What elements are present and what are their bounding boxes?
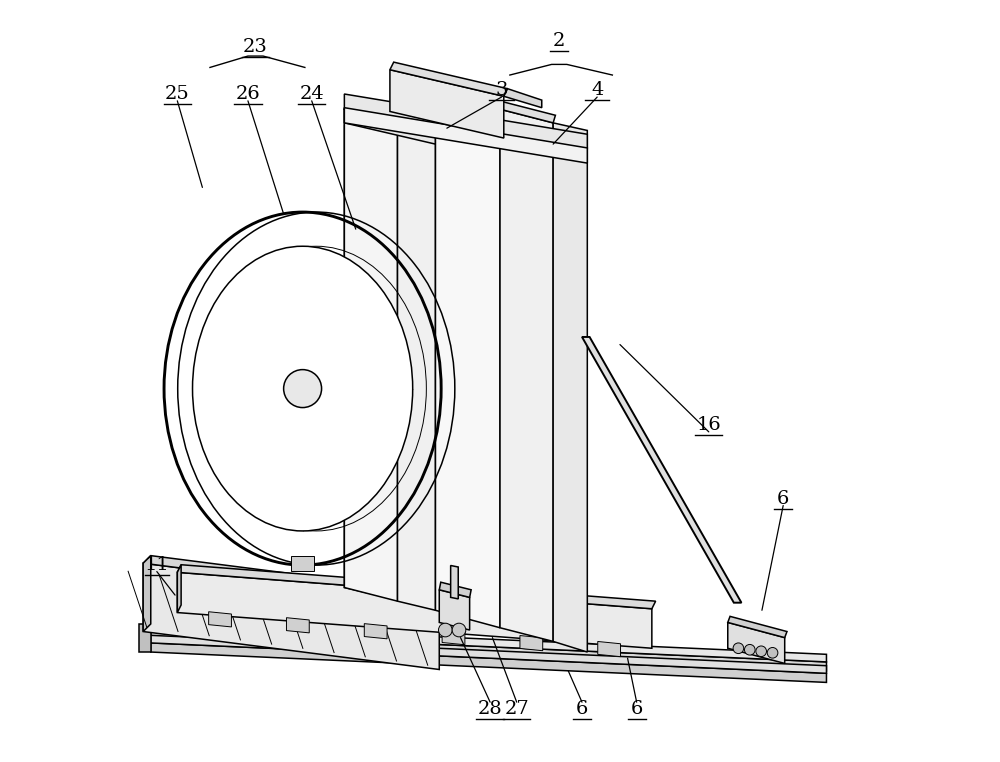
- Polygon shape: [344, 124, 435, 609]
- Polygon shape: [344, 107, 435, 144]
- Polygon shape: [177, 565, 181, 613]
- Polygon shape: [209, 612, 231, 627]
- Text: 6: 6: [576, 700, 588, 718]
- Polygon shape: [143, 563, 439, 670]
- Polygon shape: [177, 572, 652, 648]
- Polygon shape: [151, 643, 826, 683]
- Circle shape: [733, 643, 744, 654]
- Circle shape: [767, 648, 778, 658]
- Ellipse shape: [193, 246, 413, 531]
- Circle shape: [439, 623, 452, 637]
- Polygon shape: [151, 636, 826, 674]
- Circle shape: [452, 623, 466, 637]
- Circle shape: [744, 645, 755, 655]
- Text: 16: 16: [696, 416, 721, 434]
- Text: 23: 23: [243, 38, 268, 56]
- Polygon shape: [504, 88, 542, 107]
- Text: 27: 27: [504, 700, 529, 718]
- Text: 24: 24: [299, 85, 324, 103]
- Polygon shape: [344, 103, 438, 130]
- Polygon shape: [398, 123, 435, 610]
- Polygon shape: [291, 555, 314, 571]
- Polygon shape: [598, 642, 621, 657]
- Text: 28: 28: [478, 700, 503, 718]
- Polygon shape: [344, 109, 398, 601]
- Text: 25: 25: [165, 85, 190, 103]
- Text: 3: 3: [495, 82, 508, 99]
- Polygon shape: [439, 582, 471, 597]
- Polygon shape: [151, 624, 826, 662]
- Polygon shape: [451, 565, 458, 599]
- Text: 26: 26: [236, 85, 260, 103]
- Polygon shape: [390, 69, 504, 138]
- Polygon shape: [151, 632, 826, 671]
- Polygon shape: [520, 636, 543, 651]
- Polygon shape: [390, 62, 508, 96]
- Polygon shape: [139, 624, 151, 652]
- Text: 6: 6: [777, 490, 789, 507]
- Polygon shape: [344, 94, 587, 149]
- Polygon shape: [143, 555, 447, 601]
- Polygon shape: [582, 337, 741, 603]
- Polygon shape: [435, 92, 502, 117]
- Polygon shape: [728, 616, 787, 638]
- Text: 2: 2: [553, 32, 565, 50]
- Text: 4: 4: [591, 82, 603, 99]
- Polygon shape: [500, 109, 553, 642]
- Polygon shape: [439, 590, 470, 630]
- Polygon shape: [344, 107, 587, 163]
- Polygon shape: [177, 565, 656, 609]
- Text: 6: 6: [630, 700, 643, 718]
- Polygon shape: [442, 629, 465, 645]
- Text: 11: 11: [144, 555, 169, 574]
- Polygon shape: [286, 618, 309, 633]
- Circle shape: [284, 370, 322, 408]
- Polygon shape: [500, 101, 555, 123]
- Circle shape: [756, 646, 766, 657]
- Polygon shape: [364, 623, 387, 639]
- Polygon shape: [143, 555, 151, 632]
- Polygon shape: [553, 123, 587, 652]
- Polygon shape: [728, 623, 785, 664]
- Polygon shape: [435, 100, 500, 628]
